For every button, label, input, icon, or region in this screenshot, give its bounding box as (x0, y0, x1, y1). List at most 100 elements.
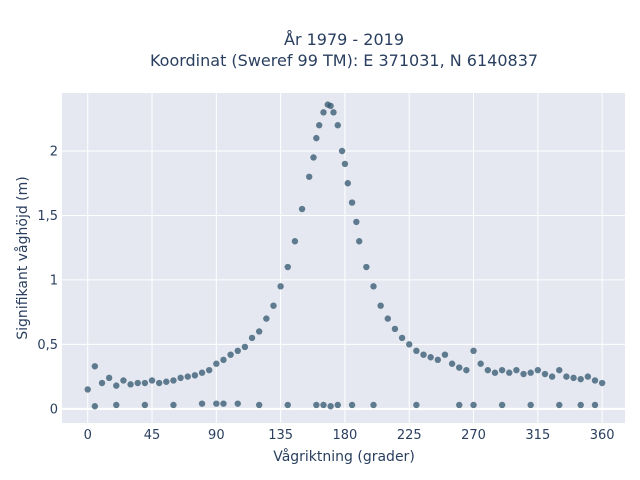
data-point (313, 401, 320, 409)
data-point (338, 147, 346, 155)
plot-background (62, 93, 625, 423)
data-point (241, 343, 249, 351)
data-point (377, 302, 384, 309)
data-point (334, 401, 341, 409)
x-tick-label: 180 (333, 428, 358, 443)
data-point (384, 315, 391, 322)
data-point (477, 360, 484, 367)
data-point (141, 379, 149, 387)
data-point (277, 283, 284, 290)
data-point (563, 373, 570, 380)
data-point (91, 403, 99, 410)
x-tick-label: 360 (590, 428, 615, 443)
data-point (270, 302, 277, 309)
data-point (113, 382, 120, 389)
data-point (310, 154, 317, 161)
data-point (498, 401, 506, 409)
data-point (313, 134, 320, 142)
data-point (370, 283, 377, 290)
data-point (105, 374, 113, 382)
data-point (348, 199, 356, 206)
y-tick-label: 1,5 (37, 209, 58, 224)
data-point (470, 401, 477, 409)
data-point (327, 102, 334, 110)
data-point (120, 377, 127, 384)
chart-title-line-1: År 1979 - 2019 (284, 30, 404, 49)
data-points (84, 101, 606, 410)
chart-title-line-2: Koordinat (Sweref 99 TM): E 371031, N 61… (150, 51, 538, 70)
data-point (134, 379, 141, 387)
data-point (541, 370, 549, 378)
data-point (527, 401, 534, 409)
data-point (291, 238, 299, 245)
data-point (320, 401, 327, 409)
data-point (344, 180, 351, 187)
data-point (456, 401, 463, 409)
data-point (513, 366, 520, 374)
data-point (506, 369, 513, 376)
data-point (263, 315, 270, 322)
data-point (413, 347, 420, 355)
x-tick-label: 0 (84, 428, 92, 443)
x-axis-title: Vågriktning (grader) (273, 448, 415, 465)
data-point (353, 218, 360, 226)
data-point (520, 370, 527, 378)
data-point (155, 379, 163, 387)
data-point (191, 372, 199, 379)
data-point (448, 360, 456, 367)
y-tick-labels: 0 0,5 1 1,5 2 (37, 145, 58, 418)
y-axis-title: Signifikant våghöjd (m) (14, 176, 31, 339)
data-point (598, 379, 606, 387)
data-point (413, 401, 420, 409)
data-point (234, 400, 241, 407)
data-point (184, 373, 191, 380)
data-point (284, 263, 291, 271)
data-point (348, 401, 356, 409)
data-point (391, 325, 399, 333)
data-point (398, 334, 406, 342)
data-point (420, 351, 427, 358)
data-point (498, 366, 506, 374)
x-tick-label: 270 (461, 428, 486, 443)
data-point (213, 360, 220, 367)
data-point (148, 377, 156, 384)
data-point (198, 369, 206, 376)
data-point (356, 238, 363, 245)
data-point (248, 334, 256, 342)
data-point (234, 347, 241, 355)
data-point (141, 401, 149, 409)
x-tick-label: 135 (268, 428, 293, 443)
data-point (163, 378, 170, 385)
data-point (484, 366, 492, 374)
data-point (316, 122, 323, 129)
data-point (298, 205, 306, 213)
y-tick-label: 1 (50, 273, 58, 288)
data-point (527, 369, 534, 376)
data-point (534, 366, 542, 374)
data-point (91, 363, 99, 370)
data-point (255, 401, 263, 409)
y-tick-label: 0,5 (37, 338, 58, 353)
data-point (220, 356, 227, 364)
data-point (584, 373, 592, 380)
data-point (591, 377, 599, 384)
data-point (370, 401, 377, 409)
data-point (463, 366, 470, 374)
data-point (334, 122, 341, 129)
data-point (491, 369, 499, 376)
data-point (320, 109, 327, 116)
data-point (113, 401, 120, 409)
x-tick-label: 225 (397, 428, 422, 443)
data-point (548, 373, 556, 380)
data-point (255, 328, 263, 335)
data-point (227, 351, 234, 358)
x-tick-label: 315 (525, 428, 550, 443)
data-point (556, 401, 563, 409)
data-point (406, 341, 413, 348)
y-tick-label: 0 (50, 402, 58, 417)
data-point (127, 381, 134, 388)
data-point (213, 400, 220, 407)
data-point (363, 263, 370, 271)
data-point (84, 386, 91, 393)
